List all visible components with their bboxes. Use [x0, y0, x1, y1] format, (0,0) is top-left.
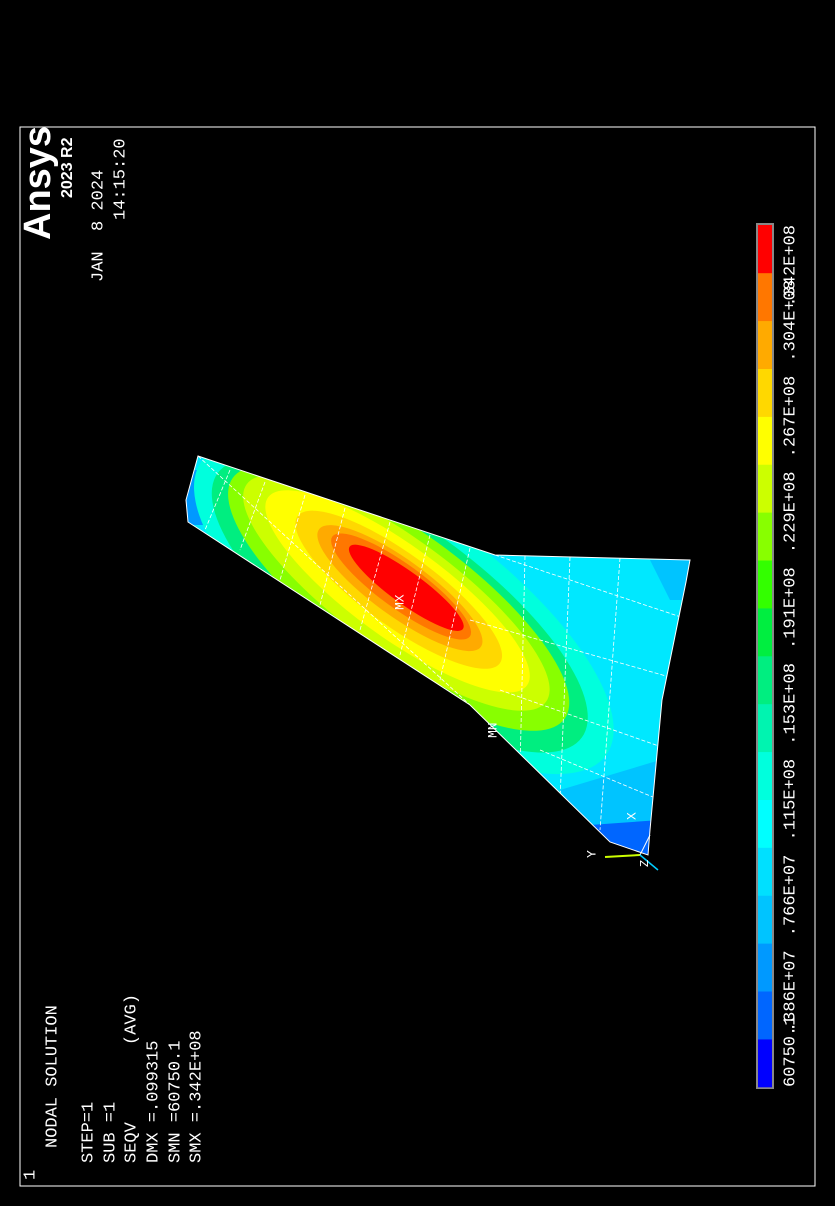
min-marker: MN — [485, 722, 500, 738]
legend-band — [758, 464, 772, 513]
legend-band — [758, 943, 772, 992]
time: 14:15:20 — [111, 138, 130, 220]
axis-z: Z — [638, 860, 652, 867]
legend-label: .766E+07 — [781, 855, 800, 937]
axis-x: X — [624, 812, 639, 820]
outline — [185, 455, 691, 856]
legend-band — [758, 847, 772, 896]
legend-band — [758, 656, 772, 705]
legend-band — [758, 320, 772, 369]
legend-band — [758, 751, 772, 800]
legend-label: .342E+08 — [781, 225, 800, 307]
triad — [604, 834, 659, 871]
legend-label: 60750.1 — [781, 1016, 800, 1087]
header-line: NODAL SOLUTION — [43, 1005, 62, 1148]
header-line: DMX =.099315 — [144, 1041, 163, 1163]
legend-label: .386E+07 — [781, 950, 800, 1032]
legend-band — [758, 416, 772, 465]
legend-band — [758, 703, 772, 753]
header-line: SUB =1 — [101, 1102, 120, 1163]
legend-label: .191E+08 — [781, 567, 800, 649]
legend-label: .304E+08 — [781, 280, 800, 362]
brand-name: Ansys — [17, 126, 59, 240]
header-line: SEQV — [122, 1121, 141, 1163]
header-line: SMX =.342E+08 — [187, 1030, 206, 1163]
legend-label: .229E+08 — [781, 472, 800, 554]
legend-band — [758, 272, 772, 322]
legend-label: .267E+08 — [781, 376, 800, 458]
legend-band — [758, 1039, 772, 1088]
legend-band — [758, 512, 772, 561]
legend-band — [758, 560, 772, 609]
legend-band — [758, 895, 772, 944]
date: JAN 8 2024 — [89, 170, 108, 282]
legend-band — [758, 991, 772, 1040]
header-line: (AVG) — [122, 994, 141, 1045]
header-line: SMN =60750.1 — [166, 1041, 185, 1163]
legend-band — [758, 368, 772, 417]
axis-y: Y — [584, 850, 599, 858]
max-marker: MX — [392, 594, 407, 610]
frame — [19, 126, 816, 1187]
legend-band — [758, 225, 772, 274]
brand-version: 2023 R2 — [59, 137, 76, 198]
legend-band — [758, 799, 772, 848]
legend-band — [758, 608, 772, 657]
legend-label: .153E+08 — [781, 663, 800, 745]
header-line: STEP=1 — [79, 1102, 98, 1163]
window-number: 1 — [21, 1170, 40, 1180]
legend-label: .115E+08 — [781, 759, 800, 841]
